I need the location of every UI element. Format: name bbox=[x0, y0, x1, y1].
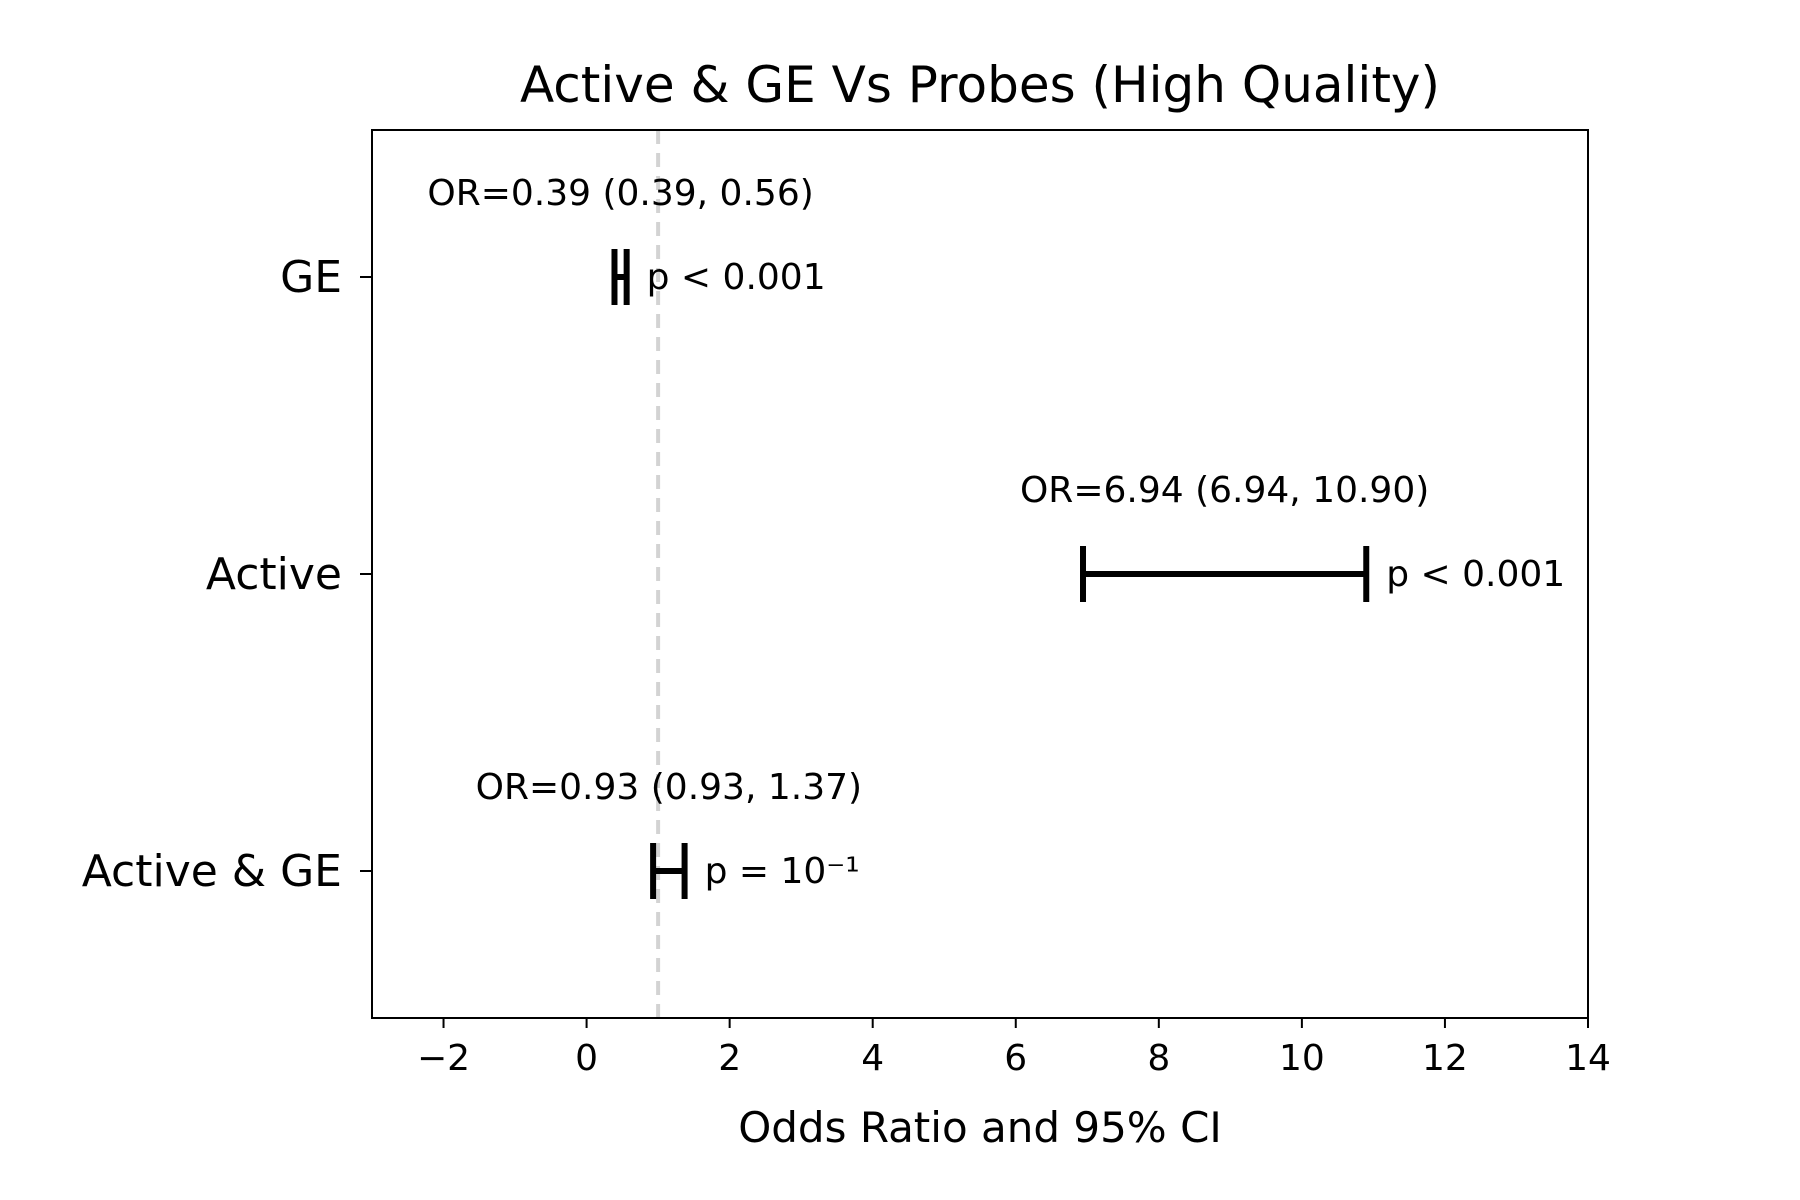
annotation-layer: OR=0.39 (0.39, 0.56) p < 0.001 OR=6.94 (6.… bbox=[427, 173, 1565, 892]
x-tick-label: 12 bbox=[1422, 1038, 1468, 1079]
x-tick-label: −2 bbox=[417, 1038, 470, 1079]
y-tick-label: Active & GE bbox=[82, 846, 342, 897]
or-label: OR=0.39 (0.39, 0.56) bbox=[427, 173, 813, 214]
y-tick-label: Active bbox=[206, 549, 342, 600]
or-label: OR=6.94 (6.94, 10.90) bbox=[1020, 470, 1429, 511]
x-axis-label: Odds Ratio and 95% CI bbox=[738, 1103, 1222, 1152]
x-tick-label: 0 bbox=[575, 1038, 598, 1079]
y-axis: GE Active Active & GE bbox=[82, 252, 372, 897]
p-value-label: p = 10⁻¹ bbox=[705, 851, 860, 892]
x-axis: −2 0 2 4 6 8 10 12 14 bbox=[417, 1018, 1611, 1079]
x-tick-label: 6 bbox=[1004, 1038, 1027, 1079]
interval-layer bbox=[611, 249, 1370, 899]
p-value-label: p < 0.001 bbox=[1386, 554, 1565, 595]
x-tick-label: 2 bbox=[718, 1038, 741, 1079]
y-tick-label: GE bbox=[280, 252, 342, 303]
x-tick-label: 14 bbox=[1565, 1038, 1611, 1079]
x-tick-label: 8 bbox=[1147, 1038, 1170, 1079]
or-label: OR=0.93 (0.93, 1.37) bbox=[476, 767, 862, 808]
x-tick-label: 10 bbox=[1279, 1038, 1325, 1079]
x-tick-label: 4 bbox=[861, 1038, 884, 1079]
p-value-label: p < 0.001 bbox=[647, 257, 826, 298]
chart-title: Active & GE Vs Probes (High Quality) bbox=[520, 56, 1440, 114]
